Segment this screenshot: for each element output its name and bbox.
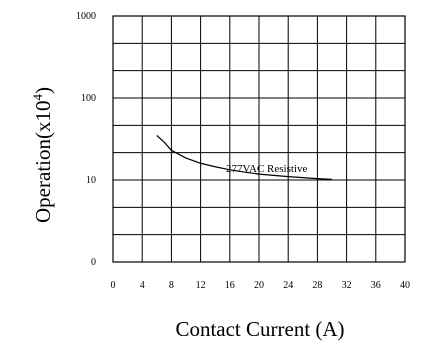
- y-tick-label: 0: [91, 257, 96, 268]
- series-annotation: 277VAC Resistive: [226, 163, 308, 175]
- series-line: [156, 134, 333, 180]
- x-tick-label: 24: [283, 280, 293, 291]
- y-axis-label-main: Operation(x10: [31, 101, 55, 223]
- y-axis-label-sup: 4: [30, 94, 45, 101]
- y-tick-label: 100: [81, 93, 96, 104]
- x-axis-label: Contact Current (A): [175, 317, 344, 341]
- x-tick-label: 32: [342, 280, 352, 291]
- x-tick-label: 4: [140, 280, 145, 291]
- x-tick-label: 8: [169, 280, 174, 291]
- series-layer: [156, 134, 333, 180]
- x-tick-label: 0: [111, 280, 116, 291]
- grid: [112, 15, 406, 263]
- x-tick-labels: 0 4 8 12 16 20 24 28 32 36 40: [111, 280, 411, 291]
- x-tick-label: 40: [400, 280, 410, 291]
- plot-frame: [112, 15, 406, 263]
- x-tick-label: 20: [254, 280, 264, 291]
- y-axis-label-close: ): [31, 87, 55, 94]
- x-tick-label: 16: [225, 280, 235, 291]
- y-tick-label: 10: [86, 175, 96, 186]
- x-tick-label: 36: [371, 280, 381, 291]
- y-axis-label: Operation(x104): [30, 87, 55, 223]
- y-tick-label: 1000: [76, 11, 96, 22]
- x-tick-label: 28: [312, 280, 322, 291]
- x-tick-label: 12: [196, 280, 206, 291]
